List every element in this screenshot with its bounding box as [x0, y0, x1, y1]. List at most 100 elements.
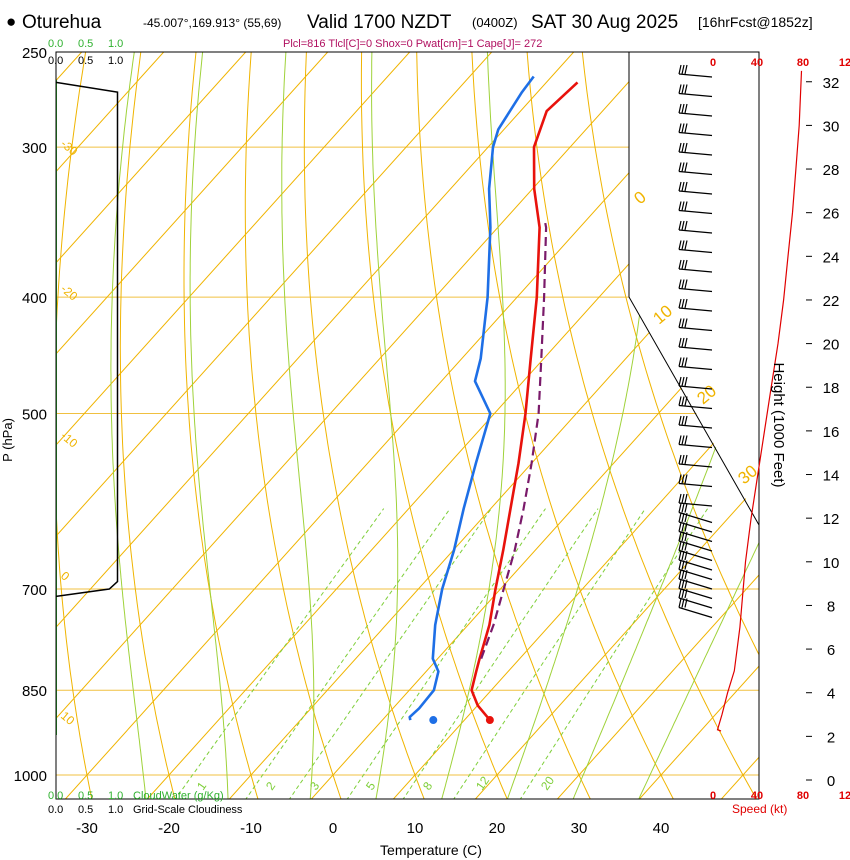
height-tick-0: 0 [827, 773, 835, 790]
wind-barb [678, 503, 713, 524]
moist-adiabat--20 [110, 52, 147, 799]
wind-barb-feather [684, 298, 688, 309]
wind-barb-feather [681, 298, 685, 309]
cloudiness-tick-0: 0.0 [48, 55, 63, 67]
wind-barb-feather [684, 376, 688, 387]
pressure-tick-1000: 1000 [14, 768, 47, 785]
wind-barb-feather [684, 493, 688, 504]
wind-barb-staff [678, 248, 713, 254]
wind-barb-feather [678, 103, 682, 114]
cloudwater-bottom-tick-0: 0.0 [48, 790, 63, 802]
wind-barb-feather [684, 588, 688, 599]
wind-barb-feather [681, 415, 685, 426]
wind-barb [678, 103, 713, 117]
wind-barb-feather [678, 298, 682, 309]
wind-barb-feather [678, 579, 682, 589]
wind-barb-feather [684, 435, 688, 445]
height-tick-16: 16 [823, 424, 840, 441]
temperature-profile [470, 81, 579, 721]
isotherm--60 [56, 52, 493, 537]
cloudiness-tick-1: 0.5 [78, 55, 93, 67]
wind-barb-feather [684, 162, 688, 172]
wind-barb-feather [681, 588, 685, 599]
wind-barb-feather [681, 550, 685, 561]
wind-barb-feather [681, 162, 685, 172]
speed-tick-top-3: 12 [839, 57, 850, 69]
wind-barb-feather [681, 435, 685, 445]
moist-adiabat-0 [281, 52, 315, 799]
isotherm--30 [64, 52, 739, 799]
wind-barb-feather [678, 598, 682, 608]
wind-barb-feather [678, 396, 682, 406]
wind-barb-staff [678, 287, 713, 293]
wind-barbs [678, 64, 713, 619]
wind-barb-staff [678, 443, 713, 449]
wind-barb-feather [678, 64, 682, 75]
wind-barb-feather [681, 240, 685, 250]
wind-barb-feather [681, 396, 685, 406]
wind-barb [678, 357, 713, 371]
wind-barb-staff [678, 597, 713, 609]
wind-barb-staff [678, 365, 713, 371]
wind-barb-feather [684, 201, 688, 211]
height-tick-6: 6 [827, 642, 835, 659]
wind-barb [678, 522, 713, 543]
wind-barb [678, 259, 713, 273]
cloudiness-bottom-tick-1: 0.5 [78, 804, 93, 816]
wind-barb-feather [681, 598, 685, 608]
wind-barb [678, 181, 713, 195]
cloudiness-bottom-tick-2: 1.0 [108, 804, 123, 816]
wind-barb-feather [678, 522, 682, 532]
wind-barb-feather [678, 474, 682, 484]
wind-barb-feather [678, 123, 682, 133]
pressure-tick-500: 500 [22, 407, 47, 424]
isotherm-0 [310, 300, 759, 799]
wind-barb-feather [678, 240, 682, 250]
cloudiness-bottom-tick-0: 0.0 [48, 804, 63, 816]
wind-barb [678, 435, 713, 449]
wind-barb-feather [684, 103, 688, 114]
dry-adiabat-40 [471, 52, 674, 799]
wind-barb-feather [684, 560, 688, 570]
temperature-tick--20: -20 [158, 820, 180, 837]
wind-barb-feather [684, 240, 688, 250]
wind-barb-feather [681, 318, 685, 328]
wind-barb-feather [678, 162, 682, 172]
isotherm--70 [56, 52, 411, 446]
right-panel-mask [629, 52, 761, 525]
wind-barb-feather [681, 142, 685, 153]
wind-barb [678, 550, 713, 571]
wind-barb-feather [678, 415, 682, 426]
wind-barb [678, 588, 713, 609]
wind-barb-staff [678, 404, 713, 410]
wind-barb [678, 531, 713, 552]
wind-barb-staff [678, 209, 713, 215]
dry-adiabat-0 [244, 52, 342, 799]
wind-barb-feather [684, 357, 688, 367]
height-tick-20: 20 [823, 337, 840, 354]
wind-barb [678, 579, 713, 600]
wind-barb-feather [684, 598, 688, 608]
wind-barb-feather [681, 64, 685, 75]
wind-barb-staff [678, 606, 713, 619]
dry-adiabat-30 [416, 52, 591, 799]
isotherm-40 [638, 665, 759, 799]
wind-barb-feather [681, 376, 685, 387]
wind-barb-feather [681, 259, 685, 270]
moist-adiabat-8 [371, 52, 399, 799]
wind-barb-feather [678, 569, 682, 580]
wind-barb-feather [681, 541, 685, 551]
valid-time: Valid 1700 NZDT [307, 12, 452, 33]
speed-tick-bottom-0: 0 [710, 790, 716, 802]
wind-barb-feather [684, 531, 688, 542]
wind-barb-staff [678, 92, 713, 98]
wind-barb-feather [678, 435, 682, 445]
wind-barb-staff [678, 568, 713, 581]
wind-barb-feather [684, 541, 688, 551]
cloudwater-bottom-tick-1: 0.5 [78, 790, 93, 802]
wind-barb-feather [684, 396, 688, 406]
temperature-tick-40: 40 [653, 820, 670, 837]
wind-barb-staff [678, 326, 713, 332]
wind-barb [678, 454, 713, 468]
wind-barb-feather [684, 503, 688, 513]
